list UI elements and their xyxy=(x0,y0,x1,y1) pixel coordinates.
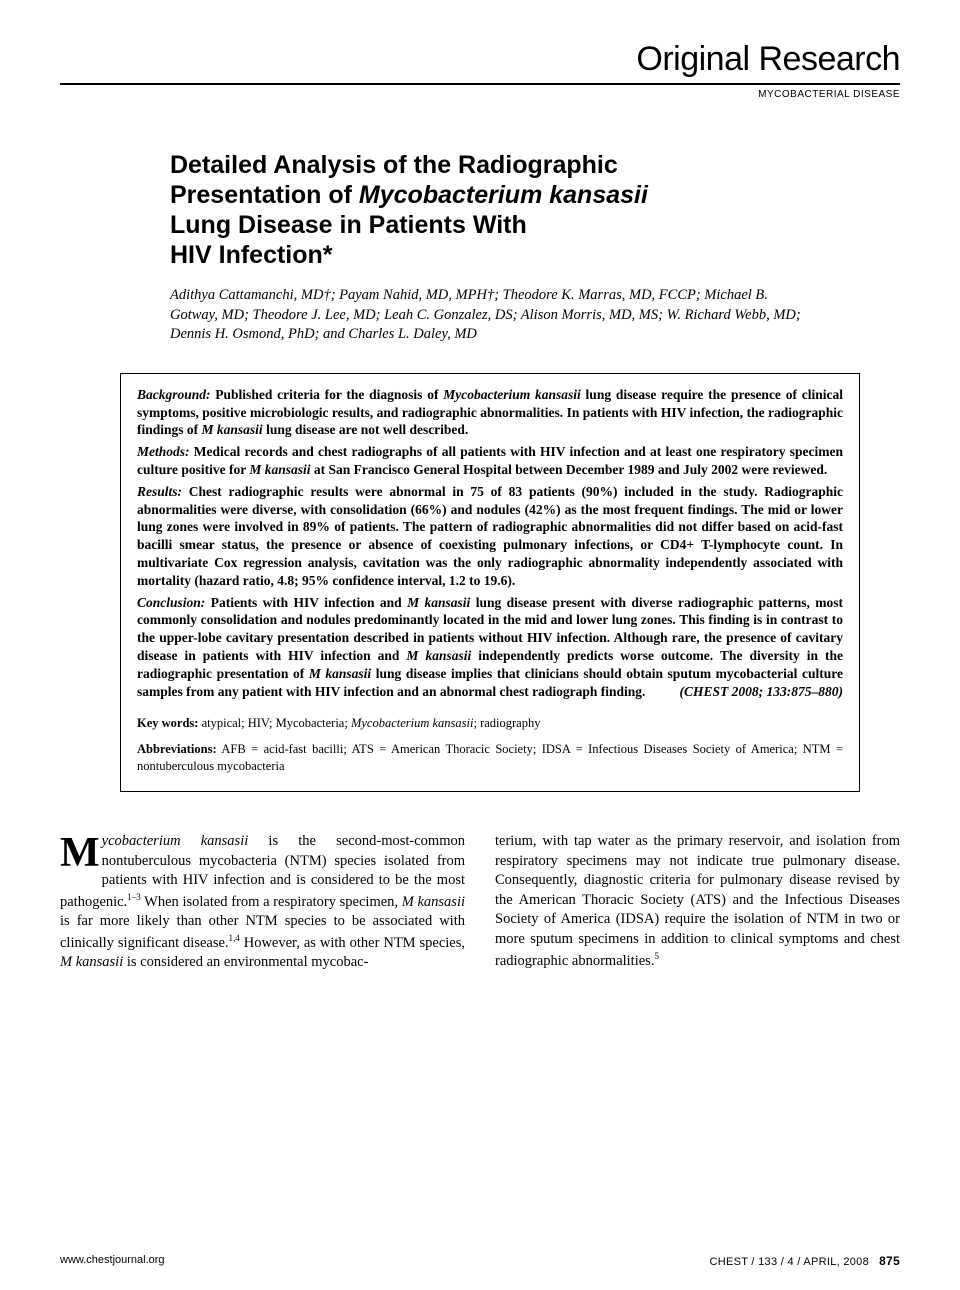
background-text-a: Published criteria for the diagnosis of xyxy=(211,387,444,402)
body-ital-2: M kansasii xyxy=(402,894,465,910)
body-text-e: is considered an environmental mycobac- xyxy=(123,954,368,970)
author-list: Adithya Cattamanchi, MD†; Payam Nahid, M… xyxy=(170,286,810,345)
keywords: Key words: atypical; HIV; Mycobacteria; … xyxy=(137,715,843,732)
title-line-1: Detailed Analysis of the Radiographic xyxy=(170,151,618,179)
abstract-results: Results: Chest radiographic results were… xyxy=(137,483,843,590)
title-line-2-italic: Mycobacterium kansasii xyxy=(359,181,648,209)
background-ital-2: M kansasii xyxy=(202,422,263,437)
footer-journal-info: CHEST / 133 / 4 / APRIL, 2008 xyxy=(709,1256,869,1268)
conclusion-text-a: Patients with HIV infection and xyxy=(205,595,407,610)
abbrev-label: Abbreviations: xyxy=(137,742,217,756)
header-subcategory: MYCOBACTERIAL DISEASE xyxy=(60,89,900,100)
body-ital-1: ycobacterium kansasii xyxy=(102,833,249,849)
body-column-left: Mycobacterium kansasii is the second-mos… xyxy=(60,832,465,973)
methods-label: Methods: xyxy=(137,444,190,459)
journal-section: Original Research xyxy=(636,40,900,78)
keywords-text-a: atypical; HIV; Mycobacteria; xyxy=(198,716,350,730)
title-line-3: Lung Disease in Patients With xyxy=(170,211,527,239)
dropcap: M xyxy=(60,832,102,872)
body-text-d: However, as with other NTM species, xyxy=(240,935,465,951)
results-label: Results: xyxy=(137,484,182,499)
body-text-b: When isolated from a respiratory specime… xyxy=(141,894,402,910)
results-text: Chest radiographic results were abnormal… xyxy=(137,484,843,588)
background-ital-1: Mycobacterium kansasii xyxy=(443,387,581,402)
abstract-conclusion: Conclusion: Patients with HIV infection … xyxy=(137,594,843,701)
abstract-citation: (CHEST 2008; 133:875–880) xyxy=(680,683,844,701)
conclusion-ital-3: M kansasii xyxy=(309,666,371,681)
header-bar: Original Research xyxy=(60,40,900,85)
body-column-right: terium, with tap water as the primary re… xyxy=(495,832,900,973)
body-sup-2: 1,4 xyxy=(229,933,240,943)
keywords-text-b: ; radiography xyxy=(473,716,540,730)
page-number: 875 xyxy=(879,1254,900,1268)
background-label: Background: xyxy=(137,387,211,402)
abstract-background: Background: Published criteria for the d… xyxy=(137,386,843,439)
body-col2-sup: 5 xyxy=(654,951,659,961)
abbrev-text: AFB = acid-fast bacilli; ATS = American … xyxy=(137,742,843,773)
conclusion-ital-1: M kansasii xyxy=(407,595,470,610)
title-line-4: HIV Infection* xyxy=(170,241,333,269)
conclusion-ital-2: M kansasii xyxy=(406,648,471,663)
abbreviations: Abbreviations: AFB = acid-fast bacilli; … xyxy=(137,741,843,775)
methods-text-b: at San Francisco General Hospital betwee… xyxy=(311,462,828,477)
footer-url: www.chestjournal.org xyxy=(60,1254,165,1268)
body-col2-text: terium, with tap water as the primary re… xyxy=(495,833,900,968)
footer-right: CHEST / 133 / 4 / APRIL, 2008 875 xyxy=(709,1254,900,1268)
body-columns: Mycobacterium kansasii is the second-mos… xyxy=(60,832,900,973)
conclusion-label: Conclusion: xyxy=(137,595,205,610)
background-text-c: lung disease are not well described. xyxy=(263,422,469,437)
body-ital-3: M kansasii xyxy=(60,954,123,970)
title-line-2a: Presentation of xyxy=(170,181,359,209)
abstract-box: Background: Published criteria for the d… xyxy=(120,373,860,792)
article-title: Detailed Analysis of the Radiographic Pr… xyxy=(170,150,810,270)
keywords-ital: Mycobacterium kansasii xyxy=(351,716,474,730)
page-footer: www.chestjournal.org CHEST / 133 / 4 / A… xyxy=(60,1254,900,1268)
keywords-label: Key words: xyxy=(137,716,198,730)
methods-ital: M kansasii xyxy=(249,462,310,477)
body-sup-1: 1–3 xyxy=(127,892,141,902)
abstract-methods: Methods: Medical records and chest radio… xyxy=(137,443,843,479)
